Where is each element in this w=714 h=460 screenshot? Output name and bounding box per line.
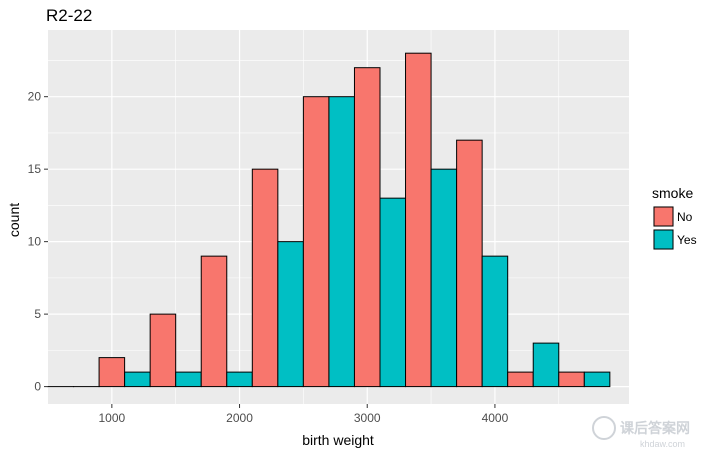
y-axis-title: count [6, 203, 22, 237]
legend: smoke No Yes [652, 185, 697, 250]
bar-no [457, 140, 483, 386]
legend-swatch-yes [654, 230, 673, 249]
x-axis-ticks: 1000 2000 3000 4000 [98, 404, 508, 425]
legend-label-yes: Yes [677, 233, 697, 247]
watermark-sub: khdaw.com [640, 439, 685, 449]
watermark: 课后答案网 khdaw.com [593, 417, 690, 449]
bar-yes [278, 242, 304, 387]
bar-no [303, 97, 329, 387]
bar-no [559, 372, 585, 386]
bar-yes [125, 372, 151, 386]
watermark-logo-icon [593, 417, 615, 439]
bar-yes [329, 97, 355, 387]
bar-yes [584, 372, 610, 386]
x-tick-label: 2000 [226, 411, 253, 425]
bar-no [508, 372, 534, 386]
chart-title: R2-22 [46, 6, 92, 25]
y-tick-label: 0 [34, 380, 41, 394]
bar-no [99, 358, 125, 387]
legend-label-no: No [677, 210, 693, 224]
x-tick-label: 1000 [98, 411, 125, 425]
bar-no [354, 68, 380, 387]
bar-yes [176, 372, 202, 386]
legend-swatch-no [654, 207, 673, 226]
y-tick-label: 10 [28, 235, 42, 249]
bar-no [201, 256, 227, 386]
bar-no [252, 169, 278, 386]
legend-title: smoke [652, 185, 693, 201]
bar-no [406, 53, 432, 386]
x-axis-title: birth weight [302, 432, 374, 448]
bar-yes [227, 372, 253, 386]
watermark-text: 课后答案网 [620, 420, 690, 436]
y-tick-label: 5 [34, 307, 41, 321]
bar-yes [482, 256, 508, 386]
y-axis-ticks: 0 5 10 15 20 [28, 90, 48, 394]
x-tick-label: 4000 [482, 411, 509, 425]
bar-yes [533, 343, 559, 386]
bar-no [150, 314, 176, 386]
y-tick-label: 20 [28, 90, 42, 104]
bar-yes [431, 169, 457, 386]
x-tick-label: 3000 [354, 411, 381, 425]
bar-yes [380, 198, 406, 386]
y-tick-label: 15 [28, 162, 42, 176]
